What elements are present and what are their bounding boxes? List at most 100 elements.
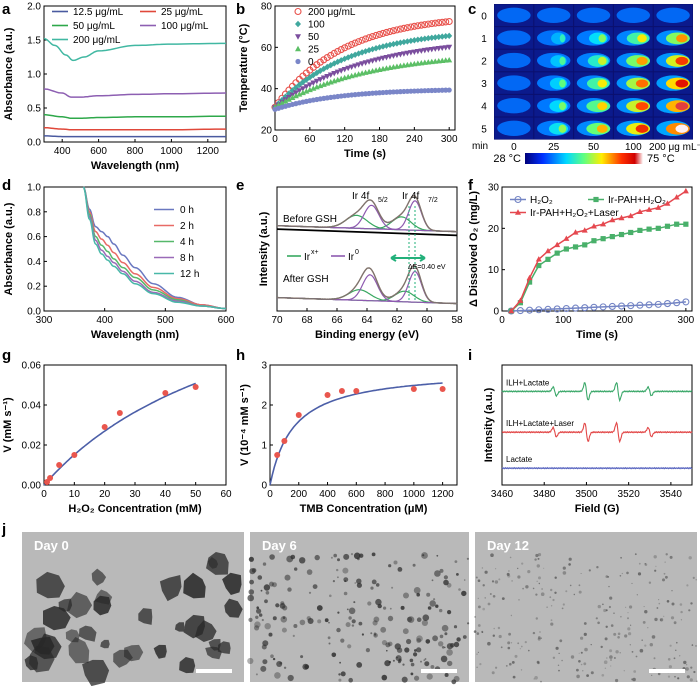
data-point [56,462,63,468]
nanoparticle [658,602,661,605]
data-point [425,47,432,53]
delta-e-label: ΔE=0.40 eV [408,264,446,271]
nanoparticle [676,641,678,644]
thermal-core [559,79,566,88]
nanoparticle [292,634,295,638]
row-unit-label: min [472,141,488,152]
x-axis-label: Field (G) [575,503,620,515]
nanoparticle [620,556,622,559]
nanoparticle [391,586,394,589]
nanoparticle [371,579,377,585]
x-tick-label: 300 [36,315,53,326]
data-point [411,37,418,44]
nanoparticle [686,584,689,587]
data-point [285,96,292,102]
nanoparticle [538,582,540,585]
series-line [511,301,686,312]
nanoparticle [532,631,536,635]
data-point [655,225,661,231]
x-axis-label: Wavelength (nm) [91,160,180,172]
nanoparticle [512,675,516,679]
y-tick-label: 0.0 [27,138,41,149]
nanoparticle [330,556,333,559]
nanoparticle [695,645,697,647]
x-tick-label: 30 [129,489,141,500]
nanoparticle [439,568,444,573]
nanoparticle [536,660,540,664]
nanoparticle [338,678,342,682]
data-point [407,23,415,31]
nanoparticle [397,567,403,572]
nanoparticle [536,564,540,568]
x-tick-label: 800 [127,146,144,157]
legend-label: 0 [308,57,314,68]
nanoparticle [456,573,459,576]
nanoparticle [669,555,673,559]
nanoparticle [264,623,271,630]
nanoparticle [329,594,332,598]
peak-label-5-2: Ir 4f [352,191,369,202]
x-tick-label: 60 [421,315,433,326]
nanoparticle [462,635,467,639]
data-point [407,37,414,45]
x-tick-label: 800 [377,489,394,500]
legend-label: 200 μg/mL [73,35,121,46]
y-tick-label: 2 [261,401,267,412]
nanoparticle [632,677,636,682]
x-tick-label: 0 [272,134,278,145]
nanoparticle [372,620,378,626]
nanoparticle [580,651,583,654]
data-point [320,75,327,81]
nanoparticle [613,657,616,659]
nanoparticle [453,625,458,629]
legend-marker [593,196,599,203]
data-point [303,76,310,83]
nanoparticle [414,649,417,652]
data-point [396,25,404,33]
nanoparticle [413,587,421,594]
data-point [526,306,534,314]
legend-label: 100 μg/mL [161,21,209,32]
nanoparticle [316,605,323,611]
nanoparticle [473,630,477,633]
nanoparticle [667,658,671,661]
nanoparticle [674,675,676,678]
y-tick-label: 20 [488,224,500,235]
data-point [424,20,432,28]
plot-frame [501,186,693,312]
nanoparticle [438,641,444,647]
nanoparticle [655,565,657,567]
nanoparticle [380,626,387,633]
nanoparticle [617,636,620,639]
data-point [366,59,373,65]
nanoparticle [663,572,666,575]
y-axis-label: Intensity (a.u.) [258,211,270,286]
thermal-tube [497,52,531,69]
column-label: 50 [588,142,600,153]
data-point [590,223,597,229]
nanoparticle [580,663,583,666]
nanoparticle [549,596,552,599]
nanoparticle [533,678,535,680]
nanoparticle [679,603,683,606]
nanoparticle [348,616,352,620]
legend-label: 2 h [180,221,194,232]
thermal-background [494,4,693,140]
nanoparticle [636,594,638,596]
data-point [353,388,360,394]
nanoparticle [477,651,479,654]
nanoparticle [651,674,653,676]
nanoparticle [435,604,439,608]
nanoparticle [351,619,356,624]
nanoparticle [477,624,481,627]
nanoparticle [644,644,647,647]
data-point [282,98,289,104]
nanoparticle [456,637,461,642]
data-point [386,41,393,49]
thermal-core [559,34,566,43]
panel-label-c: c [468,1,476,18]
nanoparticle [613,612,615,614]
nanoparticle [412,563,416,567]
nanoparticle [693,670,696,674]
thermal-core [636,56,648,66]
